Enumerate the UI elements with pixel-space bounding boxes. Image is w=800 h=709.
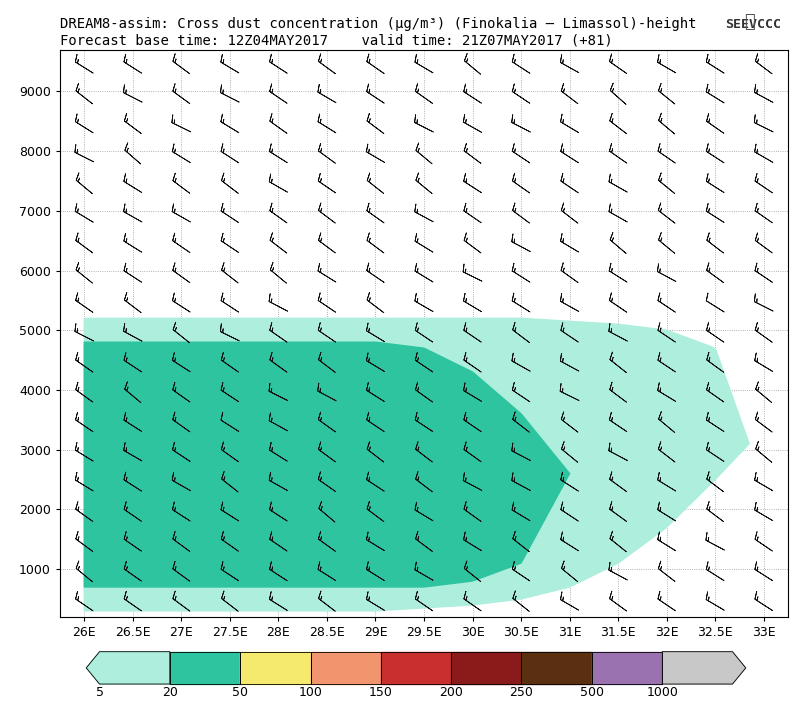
Polygon shape — [84, 342, 570, 587]
Polygon shape — [381, 652, 451, 684]
Text: 500: 500 — [580, 686, 604, 699]
Polygon shape — [451, 652, 522, 684]
Polygon shape — [170, 652, 240, 684]
Text: 100: 100 — [298, 686, 322, 699]
Polygon shape — [240, 652, 310, 684]
Text: 250: 250 — [510, 686, 534, 699]
Text: 1000: 1000 — [646, 686, 678, 699]
Text: 50: 50 — [232, 686, 248, 699]
Text: ⛅: ⛅ — [745, 13, 755, 30]
Polygon shape — [86, 652, 170, 684]
Text: 200: 200 — [439, 686, 463, 699]
Text: 150: 150 — [369, 686, 393, 699]
Polygon shape — [310, 652, 381, 684]
Polygon shape — [84, 318, 749, 611]
Polygon shape — [662, 652, 746, 684]
Text: SEEVCCC: SEEVCCC — [725, 18, 781, 31]
Polygon shape — [592, 652, 662, 684]
Text: 20: 20 — [162, 686, 178, 699]
Text: 5: 5 — [95, 686, 103, 699]
Polygon shape — [522, 652, 592, 684]
Text: DREAM8-assim: Cross dust concentration (μg/m³) (Finokalia – Limassol)-height
For: DREAM8-assim: Cross dust concentration (… — [60, 17, 697, 47]
